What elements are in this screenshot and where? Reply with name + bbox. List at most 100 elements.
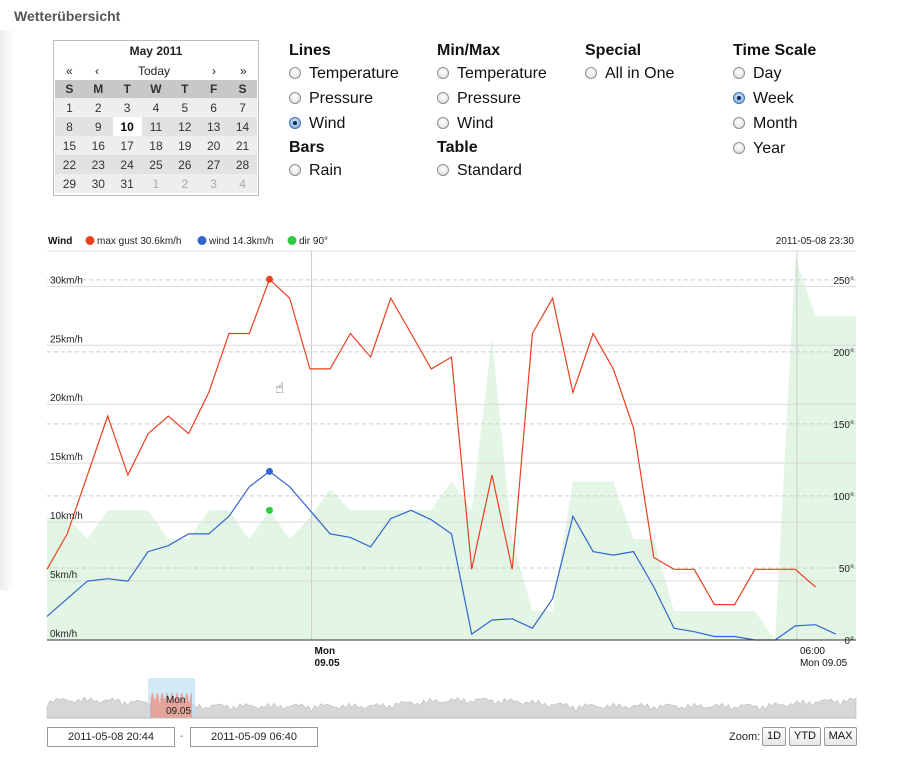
- calendar-day[interactable]: 2: [170, 174, 200, 193]
- y2-tick-label: 100°: [833, 492, 854, 503]
- zoom-label: Zoom:: [729, 731, 761, 743]
- x-tick-label: Mon: [315, 646, 336, 657]
- calendar-day[interactable]: 4: [228, 174, 257, 193]
- today-button[interactable]: Today: [138, 64, 171, 78]
- table-standard-radio[interactable]: Standard: [437, 161, 522, 181]
- calendar-day[interactable]: 19: [170, 136, 200, 155]
- calendar-day[interactable]: 11: [141, 117, 171, 136]
- bars-heading: Bars: [289, 139, 325, 156]
- calendar-day[interactable]: 31: [112, 174, 142, 193]
- calendar-day[interactable]: 27: [199, 155, 229, 174]
- y-tick-label: 25km/h: [50, 334, 83, 345]
- calendar-day[interactable]: 26: [170, 155, 200, 174]
- calendar-day[interactable]: 28: [228, 155, 257, 174]
- calendar-day[interactable]: 8: [55, 117, 84, 136]
- calendar-day[interactable]: 30: [83, 174, 113, 193]
- hand-cursor-icon: ☝: [275, 380, 284, 397]
- radio-selected-icon: [733, 92, 745, 104]
- lines-pressure-radio[interactable]: Pressure: [289, 89, 373, 109]
- calendar-day[interactable]: 3: [112, 98, 142, 117]
- y2-tick-label: 50°: [839, 564, 854, 575]
- calendar-day[interactable]: 16: [83, 136, 113, 155]
- timescale-day-radio[interactable]: Day: [733, 64, 781, 84]
- lines-temperature-radio[interactable]: Temperature: [289, 64, 399, 84]
- calendar-day[interactable]: 24: [112, 155, 142, 174]
- zoom-ytd-button[interactable]: YTD: [789, 727, 821, 746]
- timescale-month-radio[interactable]: Month: [733, 114, 797, 134]
- x-tick-label: 09.05: [315, 658, 340, 669]
- prev-month-button[interactable]: ‹: [95, 64, 99, 78]
- max-gust-line: [46, 278, 816, 606]
- calendar-day[interactable]: 20: [199, 136, 229, 155]
- calendar-day[interactable]: 5: [170, 98, 200, 117]
- calendar-day[interactable]: 1: [55, 98, 84, 117]
- calendar-day[interactable]: 22: [55, 155, 84, 174]
- calendar-week-row: 22 23 24 25 26 27 28: [55, 155, 257, 174]
- minmax-wind-radio[interactable]: Wind: [437, 114, 493, 134]
- range-from-input[interactable]: 2011-05-08 20:44: [47, 727, 175, 747]
- wind-chart[interactable]: 0km/h 5km/h 10km/h 15km/h 20km/h 25km/h 30km/h…: [0, 228, 907, 723]
- calendar-day[interactable]: 3: [199, 174, 229, 193]
- calendar-day[interactable]: 7: [228, 98, 257, 117]
- calendar-day[interactable]: 13: [199, 117, 229, 136]
- calendar-day[interactable]: 1: [141, 174, 171, 193]
- lines-heading: Lines: [289, 42, 331, 59]
- radio-icon: [437, 117, 449, 129]
- special-all-in-one-radio[interactable]: All in One: [585, 64, 674, 84]
- calendar-day[interactable]: 10: [112, 117, 142, 136]
- panel-shadow: [0, 30, 14, 590]
- y-tick-label: 10km/h: [50, 511, 83, 522]
- timescale-week-radio[interactable]: Week: [733, 89, 794, 109]
- calendar-day[interactable]: 2: [83, 98, 113, 117]
- y-tick-label: 20km/h: [50, 393, 83, 404]
- max-gust-marker: [265, 275, 273, 283]
- next-month-button[interactable]: ›: [212, 64, 216, 78]
- table-heading: Table: [437, 139, 478, 156]
- prev-year-button[interactable]: «: [66, 64, 73, 78]
- dir-area: [47, 258, 856, 640]
- calendar-day[interactable]: 23: [83, 155, 113, 174]
- timescale-year-radio[interactable]: Year: [733, 139, 785, 159]
- calendar-day[interactable]: 4: [141, 98, 171, 117]
- legend-marker: [197, 236, 207, 245]
- zoom-1d-button[interactable]: 1D: [762, 727, 786, 746]
- calendar-day[interactable]: 25: [141, 155, 171, 174]
- radio-icon: [289, 92, 301, 104]
- calendar-day[interactable]: 18: [141, 136, 171, 155]
- lines-wind-radio[interactable]: Wind: [289, 114, 345, 134]
- legend-label: wind 14.3km/h: [208, 236, 273, 247]
- calendar-day[interactable]: 14: [228, 117, 257, 136]
- calendar-day[interactable]: 6: [199, 98, 229, 117]
- radio-icon: [733, 142, 745, 154]
- legend-marker: [85, 236, 95, 245]
- calendar-day[interactable]: 21: [228, 136, 257, 155]
- y-tick-label: 0km/h: [50, 629, 77, 640]
- wind-line: [46, 470, 837, 641]
- y2-tick-label: 150°: [833, 420, 854, 431]
- next-year-button[interactable]: »: [240, 64, 247, 78]
- minmax-pressure-radio[interactable]: Pressure: [437, 89, 521, 109]
- weekday-header: T: [170, 80, 200, 98]
- calendar-day[interactable]: 12: [170, 117, 200, 136]
- legend-label: dir 90°: [299, 236, 328, 247]
- calendar-day[interactable]: 29: [55, 174, 84, 193]
- radio-icon: [733, 67, 745, 79]
- bars-rain-radio[interactable]: Rain: [289, 161, 342, 181]
- calendar-week-row: 8 9 10 11 12 13 14: [55, 117, 257, 136]
- minmax-heading: Min/Max: [437, 42, 501, 59]
- calendar-week-row: 15 16 17 18 19 20 21: [55, 136, 257, 155]
- y-tick-label: 15km/h: [50, 452, 83, 463]
- radio-icon: [585, 67, 597, 79]
- calendar-day[interactable]: 17: [112, 136, 142, 155]
- calendar-day[interactable]: 15: [55, 136, 84, 155]
- weekday-header: T: [112, 80, 142, 98]
- range-to-input[interactable]: 2011-05-09 06:40: [190, 727, 318, 747]
- navigator-label: 09.05: [166, 706, 191, 717]
- calendar-day[interactable]: 9: [83, 117, 113, 136]
- zoom-max-button[interactable]: MAX: [824, 727, 857, 746]
- minmax-temperature-radio[interactable]: Temperature: [437, 64, 547, 84]
- y2-tick-label: 0°: [844, 636, 854, 647]
